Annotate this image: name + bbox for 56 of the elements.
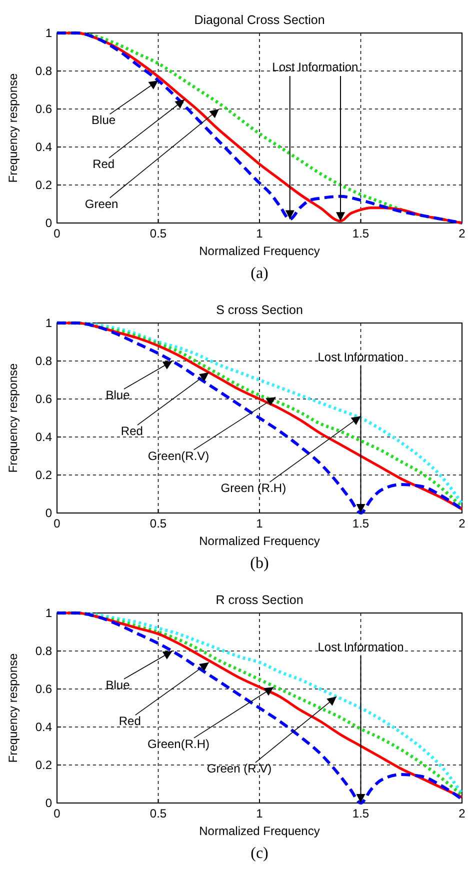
y-axis-title: Frequency response <box>6 72 20 183</box>
y-tick-label: 1 <box>45 26 52 40</box>
x-tick-label: 1 <box>256 806 264 821</box>
y-tick-label: 0.2 <box>35 178 52 192</box>
text: (c) <box>250 845 268 862</box>
annotation: Lost Information <box>318 640 404 654</box>
annotation: Blue <box>92 113 116 128</box>
annotation: Blue <box>106 388 130 402</box>
chart-title: S cross Section <box>216 303 303 317</box>
x-tick-label: 1.5 <box>352 516 370 531</box>
y-tick-label: 0.6 <box>35 682 52 696</box>
x-tick-label: 0.5 <box>150 806 167 821</box>
annotation: Green (R.H) <box>220 481 286 496</box>
annotation: Green(R.V) <box>148 448 210 463</box>
x-tick-label: 1 <box>256 516 264 531</box>
x-axis-title: Normalized Frequency <box>199 244 320 258</box>
y-tick-label: 0.8 <box>35 64 52 78</box>
annotation: Red <box>120 424 143 438</box>
y-tick-label: 0.6 <box>35 392 52 406</box>
y-tick-label: 1 <box>45 316 52 330</box>
y-axis-title: Frequency response <box>6 362 20 473</box>
annotation: Red <box>92 156 115 171</box>
y-tick-label: 0.2 <box>35 468 52 482</box>
x-tick-label: 1 <box>256 226 264 241</box>
x-axis-title: Normalized Frequency <box>199 824 320 838</box>
y-tick-label: 0 <box>45 216 52 230</box>
y-tick-label: 0.6 <box>35 102 52 116</box>
annotation: Green <box>84 196 118 211</box>
annotation: Blue <box>106 678 130 692</box>
text: (b) <box>250 555 269 572</box>
annotation: Lost Information <box>318 350 404 364</box>
y-tick-label: 0.8 <box>35 354 52 368</box>
y-tick-label: 1 <box>45 606 52 620</box>
x-tick-label: 0.5 <box>150 226 167 241</box>
text: (a) <box>250 265 268 282</box>
chart-title: Diagonal Cross Section <box>194 13 325 27</box>
x-tick-label: 2 <box>458 226 466 241</box>
y-tick-label: 0.2 <box>35 758 52 772</box>
x-tick-label: 2 <box>458 516 466 531</box>
y-tick-label: 0.8 <box>35 644 52 658</box>
x-tick-label: 1.5 <box>352 806 370 821</box>
y-tick-label: 0 <box>45 796 52 810</box>
x-axis-title: Normalized Frequency <box>199 534 320 548</box>
x-tick-label: 0.5 <box>150 516 167 531</box>
annotation: Green (R.V) <box>206 762 272 776</box>
y-tick-label: 0.4 <box>35 720 52 734</box>
y-axis-title: Frequency response <box>6 652 20 763</box>
x-tick-label: 1.5 <box>352 226 370 241</box>
x-tick-label: 2 <box>458 806 466 821</box>
y-tick-label: 0.4 <box>35 430 52 444</box>
annotation: Green(R.H) <box>147 736 210 751</box>
annotation: Red <box>118 714 141 728</box>
annotation: Lost Information <box>272 60 358 74</box>
y-tick-label: 0.4 <box>35 140 52 154</box>
chart-title: R cross Section <box>216 593 304 607</box>
y-tick-label: 0 <box>45 506 52 520</box>
